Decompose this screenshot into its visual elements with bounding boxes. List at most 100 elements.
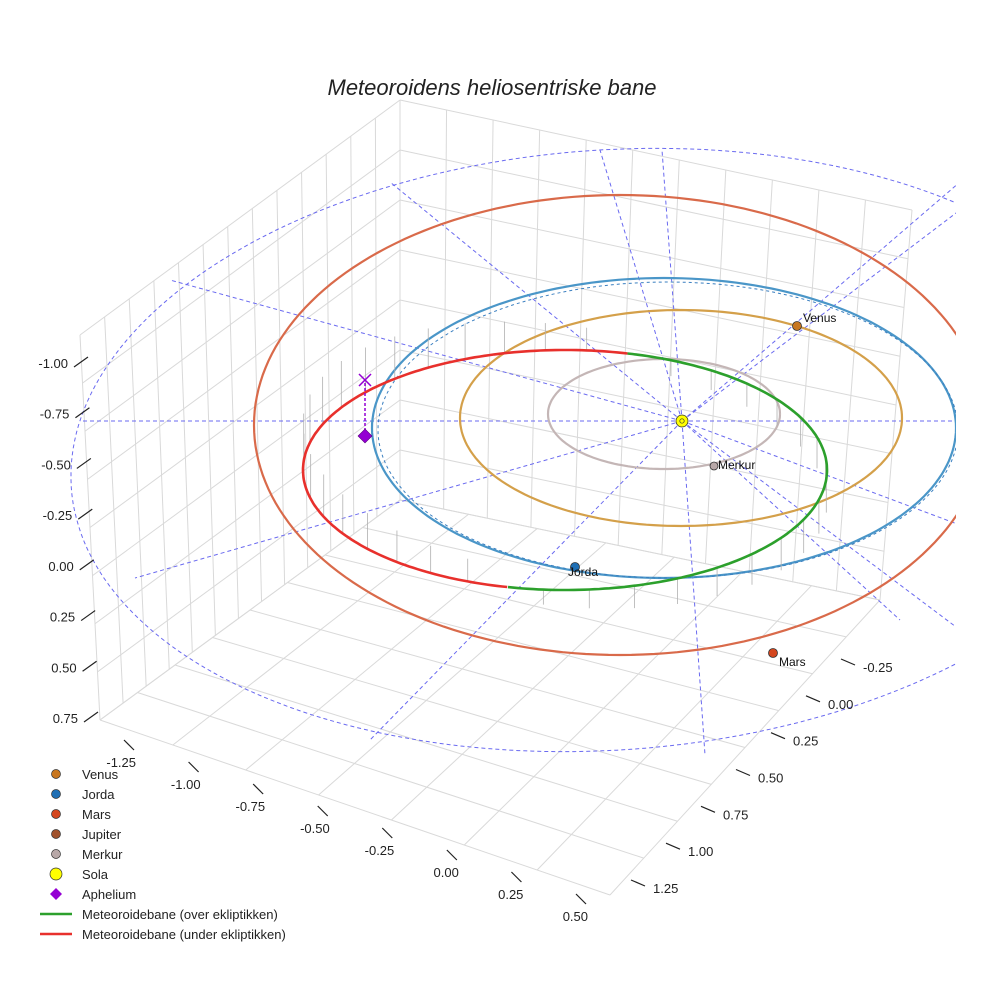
grid-line (79, 99, 401, 336)
grid-line (212, 637, 712, 785)
grid-line (174, 664, 678, 822)
ecliptic-ray (369, 420, 683, 741)
y-tick-mark (770, 732, 786, 740)
ecliptic-ray (169, 279, 683, 422)
z-tick-mark (79, 559, 95, 571)
legend-diamond-icon (50, 888, 62, 900)
legend-label: Jorda (82, 786, 115, 802)
y-tick-label: 0.50 (758, 771, 783, 786)
label-merkur: Merkur (718, 458, 755, 472)
ecliptic-ray (134, 420, 683, 579)
y-tick-mark (735, 768, 751, 777)
legend-circle-icon (51, 809, 61, 819)
orbit-jorda (370, 276, 956, 580)
z-tick-mark (82, 660, 97, 672)
grid-line (399, 199, 905, 308)
legend-item: Jupiter (38, 824, 286, 844)
z-tick-label: 0.50 (51, 660, 76, 675)
meteoroid-stems (303, 321, 827, 609)
marker-merkur (709, 461, 719, 471)
grid-line (463, 571, 744, 846)
ecliptic-outer-circle (70, 147, 956, 753)
legend-circle-large-icon (49, 867, 63, 881)
legend-label: Venus (82, 766, 119, 782)
legend-circle-icon (51, 789, 61, 799)
x-tick-mark (252, 783, 264, 795)
y-tick-mark (700, 805, 716, 813)
legend-label: Sola (82, 866, 109, 882)
x-tick-mark (575, 893, 587, 905)
y-tick-label: 0.00 (828, 697, 853, 712)
grid-line (287, 582, 779, 712)
grid-line (609, 599, 881, 896)
z-tick-label: -0.50 (41, 457, 71, 472)
grid-line (399, 499, 881, 601)
meteoroid-orbit-above (507, 352, 829, 592)
orbit-jorda-ecliptic (377, 281, 956, 579)
marker-venus (792, 321, 802, 331)
ecliptic-ray (681, 420, 706, 756)
grid-line (399, 249, 901, 357)
legend-label: Merkur (82, 846, 123, 862)
grid-line (245, 528, 538, 771)
x-tick-mark (381, 827, 393, 839)
marker-mars (768, 648, 778, 658)
z-tick-label: 0.75 (53, 711, 78, 726)
ecliptic-ray (681, 212, 956, 422)
legend-line-icon (40, 912, 72, 916)
grid-line (399, 99, 913, 211)
x-tick-mark (511, 871, 522, 883)
ecliptic-ray (681, 420, 956, 525)
meteoroid-orbit (301, 348, 829, 592)
legend-line-icon (40, 932, 72, 936)
grid-line (94, 399, 401, 625)
grid-line (82, 149, 401, 384)
legend-circle-icon (51, 829, 61, 839)
grid-line (399, 299, 897, 406)
y-tick-label: 1.00 (688, 844, 713, 859)
legend-item: Venus (38, 764, 286, 784)
y-tick-label: 0.75 (723, 807, 748, 822)
z-tick-label: 0.25 (50, 610, 75, 625)
x-tick-label: 0.00 (434, 865, 459, 880)
aphelion-marker (357, 428, 373, 444)
z-tick-mark (83, 711, 99, 723)
marker-jorda (570, 562, 580, 572)
grid-line (137, 692, 644, 859)
y-tick-label: -0.25 (863, 660, 893, 675)
z-tick-mark (77, 508, 93, 520)
y-tick-mark (840, 658, 856, 666)
x-tick-mark (317, 805, 329, 817)
sun-core-icon (679, 418, 685, 424)
legend-circle-icon (51, 769, 61, 779)
legend-item: Jorda (38, 784, 286, 804)
y-tick-label: 1.25 (653, 881, 678, 896)
legend-label: Jupiter (82, 826, 122, 842)
x-tick-label: 0.50 (563, 909, 588, 924)
marker-sola (675, 414, 689, 428)
legend-circle-icon (51, 849, 61, 859)
meteoroid-orbit-below (301, 348, 628, 589)
legend-label: Mars (82, 806, 111, 822)
legend-item: Meteoroidebane (under ekliptikken) (38, 924, 286, 944)
z-tick-label: -1.00 (38, 356, 68, 371)
grid-line (399, 349, 893, 455)
x-tick-label: -0.50 (300, 821, 330, 836)
planet-orbits (252, 193, 956, 657)
grid-line (536, 585, 812, 871)
chart-title: Meteoroidens heliosentriske bane (328, 75, 657, 100)
grid-line (324, 554, 813, 675)
legend-item: Mars (38, 804, 286, 824)
ecliptic-ray (599, 149, 683, 422)
x-tick-label: -1.00 (171, 777, 201, 792)
grid-line (92, 349, 401, 577)
legend-item: Aphelium (38, 884, 286, 904)
x-tick-label: -1.25 (106, 755, 136, 770)
grid-line (399, 449, 885, 552)
grid-line (399, 149, 909, 260)
z-tick-label: -0.25 (43, 508, 73, 523)
z-tick-mark (76, 457, 92, 469)
y-tick-mark (630, 879, 646, 887)
grid-line (391, 556, 675, 821)
